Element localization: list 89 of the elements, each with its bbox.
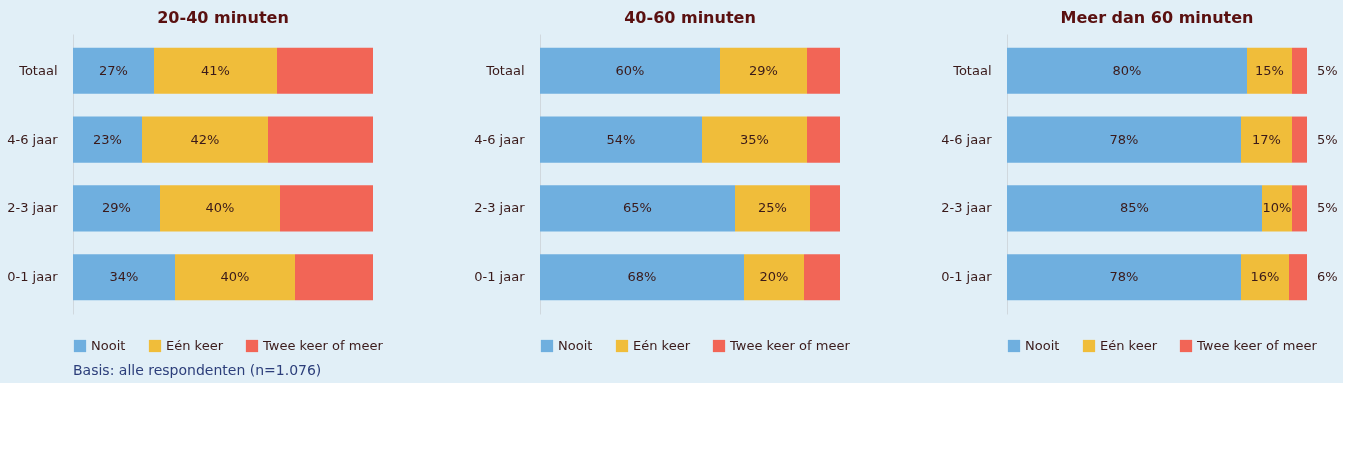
bar [1289,254,1307,301]
text: Basis: alle respondenten (n=1.076) [73,362,322,378]
bar [720,47,807,94]
chart-title: 40-60 minuten [624,8,756,27]
y-tick-label: Totaal [952,62,992,78]
data-label: 68% [627,269,657,285]
data-label: 16% [1250,269,1280,285]
bar [1247,47,1292,94]
chart-title: 20-40 minuten [157,8,289,27]
data-label: 5% [1317,62,1338,78]
bar [142,116,268,163]
data-label: 35% [740,131,769,147]
bar [160,185,280,232]
bar [1007,116,1241,163]
chart-title: Meer dan 60 minuten [1060,8,1254,27]
bar [1007,185,1262,232]
bar [1292,47,1307,94]
data-label: 34% [109,269,139,285]
data-label: 85% [1120,200,1149,216]
bar [1262,185,1292,232]
bar [280,185,373,232]
data-label: 23% [93,131,122,147]
legend-label: Eén keer [1100,338,1158,353]
legend-label: Twee keer of meer [1196,338,1318,353]
data-label: 27% [99,62,128,78]
y-tick-label: 2-3 jaar [7,200,59,216]
y-tick-label: 4-6 jaar [474,131,526,147]
y-tick-label: 4-6 jaar [7,131,59,147]
bar [702,116,807,163]
y-tick-label: 2-3 jaar [941,200,993,216]
y-tick-label: 4-6 jaar [941,131,993,147]
bar [73,116,142,163]
legend-label: Twee keer of meer [262,338,384,353]
bar [73,254,175,301]
data-label: 65% [623,200,652,216]
bar [744,254,804,301]
bar [175,254,295,301]
data-label: 60% [615,62,645,78]
data-label: 42% [190,131,220,147]
data-label: 6% [1317,269,1338,285]
bar [540,254,744,301]
bar [540,116,702,163]
data-label: 5% [1317,131,1338,147]
data-label: 5% [1317,200,1338,216]
legend-label: Nooit [558,338,593,353]
bar [268,116,373,163]
data-label: 29% [102,200,131,216]
bar [735,185,810,232]
bar [277,47,373,94]
bar [1241,116,1292,163]
bar [1007,254,1241,301]
legend-label: Nooit [91,338,126,353]
bar [540,185,735,232]
data-label: 40% [205,200,235,216]
bar [73,185,160,232]
bar [1292,185,1307,232]
data-label: 10% [1262,200,1292,216]
data-label: 78% [1109,131,1139,147]
data-label: 25% [758,200,787,216]
data-label: 40% [220,269,250,285]
data-label: 29% [749,62,778,78]
y-tick-label: Totaal [485,62,525,78]
bar [540,47,720,94]
bar [295,254,373,301]
y-tick-label: 0-1 jaar [941,269,993,285]
bar [1007,47,1247,94]
data-label: 78% [1109,269,1139,285]
y-tick-label: 2-3 jaar [474,200,526,216]
legend-label: Eén keer [633,338,691,353]
y-tick-label: 0-1 jaar [474,269,526,285]
legend-label: Eén keer [166,338,224,353]
data-label: 17% [1252,131,1281,147]
bar [1292,116,1307,163]
legend-label: Twee keer of meer [729,338,851,353]
bar [807,47,840,94]
bar [154,47,277,94]
y-tick-label: Totaal [18,62,58,78]
bar [1241,254,1289,301]
y-tick-label: 0-1 jaar [7,269,59,285]
bar [807,116,840,163]
bar [73,47,154,94]
bar [810,185,840,232]
data-label: 80% [1112,62,1142,78]
data-label: 54% [606,131,636,147]
data-label: 41% [201,62,230,78]
legend-label: Nooit [1025,338,1060,353]
data-label: 20% [759,269,789,285]
data-label: 15% [1255,62,1284,78]
bar [804,254,840,301]
